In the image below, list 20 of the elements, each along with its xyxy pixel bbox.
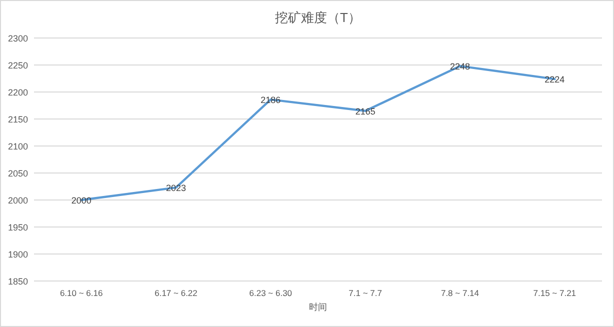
x-tick-label: 6.23 ~ 6.30 [249,288,292,298]
x-tick-label: 7.8 ~ 7.14 [440,288,480,298]
y-tick-label: 1850 [8,276,28,286]
x-tick-label: 6.10 ~ 6.16 [60,288,103,298]
y-tick-label: 2300 [8,34,28,44]
y-tick-label: 2050 [8,168,28,178]
y-tick-label: 2100 [8,142,28,152]
y-tick-label: 2000 [8,196,28,206]
y-tick-label: 2200 [8,88,28,98]
y-tick-label: 1950 [8,222,28,232]
chart-title: 挖矿难度（T） [275,10,361,25]
x-tick-label: 7.15 ~ 7.21 [533,288,576,298]
y-tick-label: 1900 [8,250,28,260]
x-tick-label: 6.17 ~ 6.22 [154,288,198,298]
y-tick-label: 2250 [8,60,28,70]
data-label: 2224 [544,74,565,85]
x-axis-title: 时间 [309,302,327,312]
y-tick-label: 2150 [8,114,28,124]
data-label: 2000 [71,196,92,206]
x-tick-label: 7.1 ~ 7.7 [348,288,382,298]
